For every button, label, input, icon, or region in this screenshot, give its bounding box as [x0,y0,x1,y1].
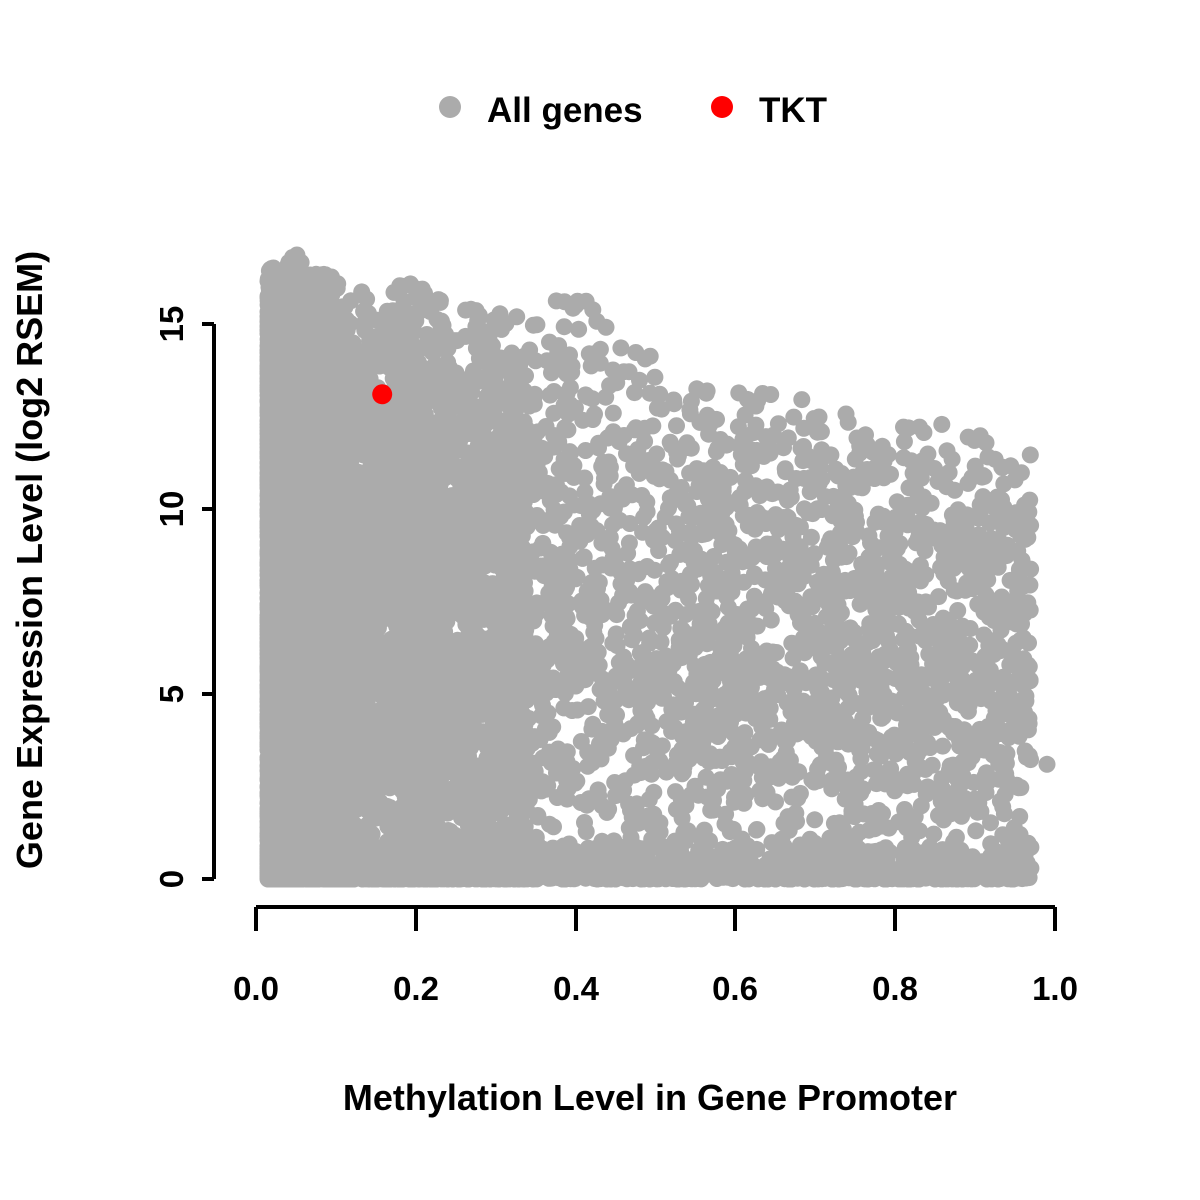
x-tick-label-4: 0.8 [872,970,918,1007]
y-axis-line [202,322,216,881]
all-genes-points [259,246,1056,888]
y-axis-title: Gene Expression Level (log2 RSEM) [9,251,50,869]
axes-layer [202,322,1057,931]
legend-label-all-genes: All genes [487,91,643,130]
legend-marker-all-genes [439,96,461,118]
highlight-point-layer [372,384,393,405]
legend-marker-tkt [711,96,733,118]
x-tick-label-2: 0.4 [553,970,600,1007]
x-tick-label-3: 0.6 [712,970,758,1007]
data-point-cloud [259,246,1056,888]
tkt-data-point [372,384,393,405]
legend-label-tkt: TKT [759,91,827,130]
x-tick-label-5: 1.0 [1032,970,1078,1007]
y-tick-label-10: 10 [153,491,190,528]
legend: All genes TKT [439,91,827,130]
x-tick-labels: 0.0 0.2 0.4 0.6 0.8 1.0 [233,970,1078,1007]
y-tick-label-5: 5 [153,685,190,703]
y-tick-labels: 0 5 10 15 [153,306,190,889]
y-tick-label-0: 0 [153,870,190,888]
x-tick-label-1: 0.2 [393,970,439,1007]
x-tick-label-0: 0.0 [233,970,279,1007]
x-axis-title: Methylation Level in Gene Promoter [343,1077,957,1118]
y-tick-label-15: 15 [153,306,190,343]
